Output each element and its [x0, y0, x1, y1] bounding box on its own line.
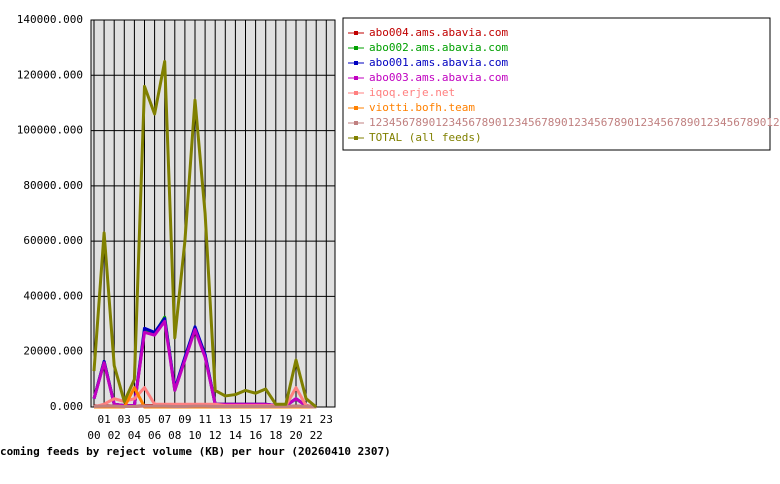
legend-label: iqoq.erje.net — [369, 86, 455, 99]
x-tick-label: 00 — [87, 429, 100, 442]
legend-box — [342, 17, 771, 151]
x-tick-label: 10 — [188, 429, 201, 442]
x-tick-label: 19 — [279, 413, 292, 426]
x-tick-label: 14 — [229, 429, 243, 442]
x-tick-label: 03 — [118, 413, 131, 426]
y-tick-label: 20000.000 — [23, 345, 83, 358]
x-tick-label: 21 — [299, 413, 312, 426]
x-tick-label: 20 — [289, 429, 302, 442]
y-tick-label: 0.000 — [50, 400, 83, 413]
legend-marker — [354, 46, 358, 50]
legend-marker — [354, 106, 358, 110]
x-tick-label: 08 — [168, 429, 181, 442]
x-tick-label: 06 — [148, 429, 161, 442]
legend-label: abo001.ams.abavia.com — [369, 56, 508, 69]
x-tick-label: 04 — [128, 429, 142, 442]
y-tick-label: 120000.000 — [17, 68, 83, 81]
legend-label: abo002.ams.abavia.com — [369, 41, 508, 54]
x-tick-label: 12 — [209, 429, 222, 442]
legend-marker — [354, 61, 358, 65]
y-tick-label: 100000.000 — [17, 124, 83, 137]
legend-label: TOTAL (all feeds) — [369, 131, 482, 144]
legend-label: abo004.ams.abavia.com — [369, 26, 508, 39]
x-tick-label: 23 — [320, 413, 333, 426]
y-tick-label: 140000.000 — [17, 13, 83, 26]
legend-label: abo003.ams.abavia.com — [369, 71, 508, 84]
x-tick-label: 15 — [239, 413, 252, 426]
x-tick-label: 13 — [219, 413, 232, 426]
x-tick-label: 05 — [138, 413, 151, 426]
x-tick-label: 22 — [310, 429, 323, 442]
x-tick-label: 16 — [249, 429, 262, 442]
chart-title: coming feeds by reject volume (KB) per h… — [0, 445, 391, 458]
x-tick-label: 02 — [108, 429, 121, 442]
x-tick-label: 11 — [198, 413, 211, 426]
x-tick-label: 09 — [178, 413, 191, 426]
legend-marker — [354, 136, 358, 140]
x-tick-label: 01 — [97, 413, 110, 426]
x-tick-label: 18 — [269, 429, 282, 442]
legend-marker — [354, 76, 358, 80]
legend-marker — [354, 121, 358, 125]
series-line — [92, 59, 318, 409]
legend-marker — [354, 31, 358, 35]
y-tick-label: 80000.000 — [23, 179, 83, 192]
x-tick-label: 17 — [259, 413, 272, 426]
legend-marker — [354, 91, 358, 95]
y-tick-label: 40000.000 — [23, 289, 83, 302]
series-line — [93, 404, 317, 409]
x-tick-label: 07 — [158, 413, 171, 426]
legend-label: viotti.bofh.team — [369, 101, 475, 114]
y-tick-label: 60000.000 — [23, 234, 83, 247]
legend-label: 1234567890123456789012345678901234567890… — [369, 116, 780, 129]
